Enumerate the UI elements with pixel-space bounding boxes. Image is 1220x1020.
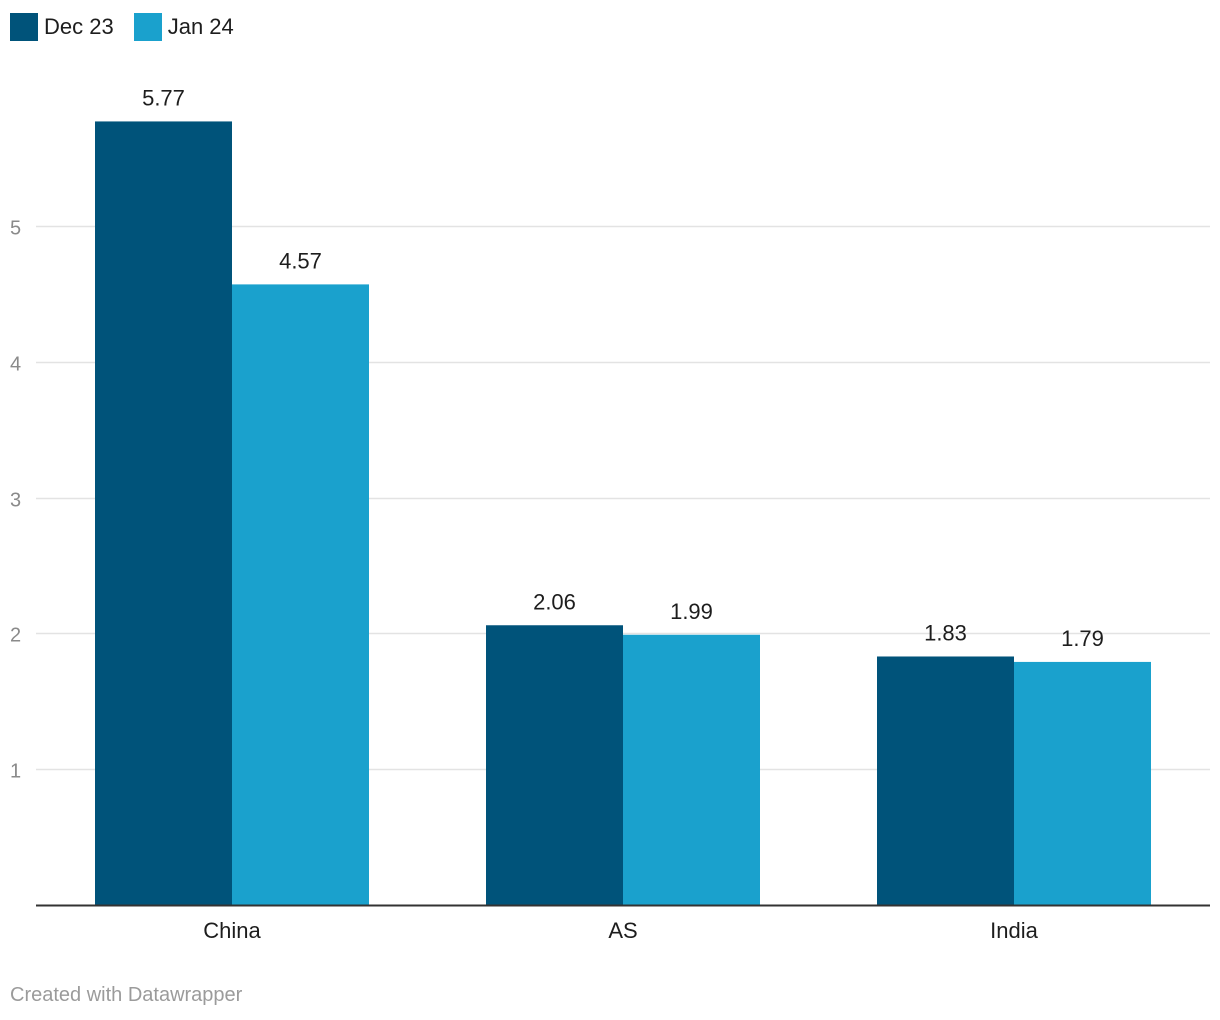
y-tick-label-1: 1 xyxy=(10,761,21,783)
credit-text: Created with Datawrapper xyxy=(10,984,243,1006)
value-label-china-jan-24: 4.57 xyxy=(279,248,322,273)
bar-india-jan-24 xyxy=(1014,661,1151,905)
legend-item-jan-24: Jan 24 xyxy=(133,13,234,41)
legend-item-dec-23: Dec 23 xyxy=(10,13,114,41)
x-tick-label-india: India xyxy=(990,918,1038,943)
y-tick-label-2: 2 xyxy=(10,625,21,647)
legend-label-dec-23: Dec 23 xyxy=(44,14,114,39)
bar-as-dec-23 xyxy=(486,625,623,905)
x-tick-label-as: AS xyxy=(608,918,637,943)
legend-swatch-dec-23 xyxy=(10,13,38,41)
x-tick-label-china: China xyxy=(203,918,261,943)
y-tick-label-5: 5 xyxy=(10,218,21,240)
y-tick-label-3: 3 xyxy=(10,490,21,512)
legend-swatch-jan-24 xyxy=(133,13,162,41)
value-label-as-dec-23: 2.06 xyxy=(533,589,576,614)
y-axis-ticks: 1 2 3 4 5 xyxy=(10,218,21,783)
legend-label-jan-24: Jan 24 xyxy=(167,14,234,39)
bars xyxy=(95,121,1151,905)
bar-china-dec-23 xyxy=(95,121,232,905)
value-label-india-dec-23: 1.83 xyxy=(924,620,967,645)
value-labels: 5.77 2.06 1.83 4.57 1.99 1.79 xyxy=(142,85,1104,650)
value-label-india-jan-24: 1.79 xyxy=(1061,626,1104,651)
value-label-china-dec-23: 5.77 xyxy=(142,85,185,110)
bar-as-jan-24 xyxy=(623,634,760,905)
x-axis-ticks: China AS India xyxy=(203,918,1038,943)
bar-india-dec-23 xyxy=(877,656,1014,905)
value-label-as-jan-24: 1.99 xyxy=(670,599,713,624)
y-tick-label-4: 4 xyxy=(10,354,21,376)
bar-china-jan-24 xyxy=(232,284,369,905)
legend: Dec 23 Jan 24 xyxy=(10,12,254,42)
bar-chart: 1 2 3 4 5 5.77 2.06 1.83 4.57 1.99 1.79 China AS In… xyxy=(10,85,1210,943)
